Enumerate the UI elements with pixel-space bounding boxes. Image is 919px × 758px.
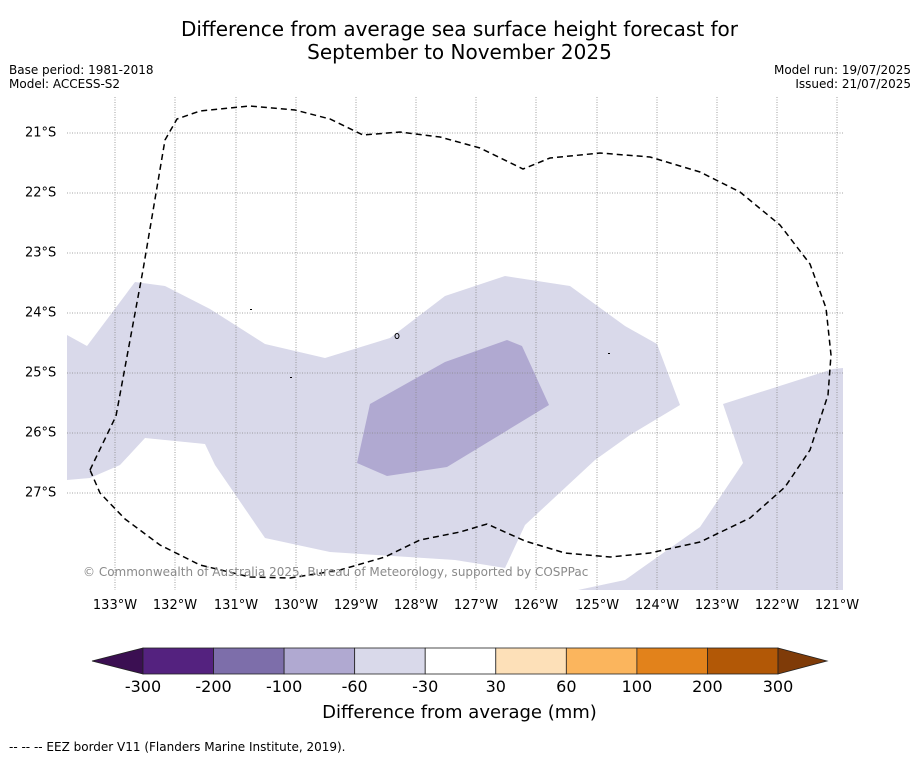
meta-right: Model run: 19/07/2025 Issued: 21/07/2025 bbox=[774, 63, 911, 91]
model-name: Model: ACCESS-S2 bbox=[9, 77, 121, 91]
lon-label-126w: 126°W bbox=[513, 598, 559, 613]
footnote-eez: -- -- -- EEZ border V11 (Flanders Marine… bbox=[9, 740, 346, 754]
colorbar-tick-label: -100 bbox=[265, 677, 303, 696]
title-line-2: September to November 2025 bbox=[307, 40, 612, 64]
copyright-notice: © Commonwealth of Australia 2025, Bureau… bbox=[83, 565, 589, 579]
map-title: Difference from average sea surface heig… bbox=[0, 18, 919, 64]
lon-label-129w: 129°W bbox=[333, 598, 379, 613]
lat-label-25s: 25°S bbox=[25, 365, 57, 381]
lon-label-123w: 123°W bbox=[694, 598, 740, 613]
lat-label-23s: 23°S bbox=[25, 245, 57, 261]
lon-label-131w: 131°W bbox=[213, 598, 259, 613]
lon-label-130w: 130°W bbox=[273, 598, 319, 613]
colorbar-tick-label: 100 bbox=[621, 677, 653, 696]
lat-label-22s: 22°S bbox=[25, 185, 57, 201]
island-marker bbox=[290, 377, 292, 378]
lat-label-26s: 26°S bbox=[25, 425, 57, 441]
colorbar-tick-label: -200 bbox=[195, 677, 232, 696]
island-marker bbox=[608, 353, 610, 354]
colorbar-tick-label: -30 bbox=[412, 677, 439, 696]
colorbar-tick-label: 60 bbox=[556, 677, 577, 696]
lat-label-27s: 27°S bbox=[25, 485, 57, 501]
island-marker bbox=[250, 309, 252, 310]
colorbar-title: Difference from average (mm) bbox=[322, 702, 597, 723]
lon-label-124w: 124°W bbox=[634, 598, 680, 613]
latitude-gridlines bbox=[67, 132, 843, 494]
lat-label-24s: 24°S bbox=[25, 305, 57, 321]
issued-date: Issued: 21/07/2025 bbox=[795, 77, 911, 91]
lon-label-128w: 128°W bbox=[393, 598, 439, 613]
colorbar-tick-label: 200 bbox=[692, 677, 723, 696]
island-marker bbox=[394, 333, 400, 339]
eez-border bbox=[89, 105, 832, 579]
lat-label-21s: 21°S bbox=[25, 125, 57, 141]
colorbar-tick-label: 30 bbox=[485, 677, 506, 696]
lon-label-127w: 127°W bbox=[453, 598, 499, 613]
lon-label-122w: 122°W bbox=[754, 598, 800, 613]
colorbar-tick-label: -300 bbox=[124, 677, 162, 696]
lon-label-133w: 133°W bbox=[92, 598, 138, 613]
base-period: Base period: 1981-2018 bbox=[9, 63, 154, 77]
meta-left: Base period: 1981-2018 Model: ACCESS-S2 bbox=[9, 63, 154, 91]
colorbar-tick-label: 300 bbox=[762, 677, 794, 696]
lon-label-125w: 125°W bbox=[574, 598, 620, 613]
anomaly-region-medium bbox=[357, 340, 549, 476]
model-run: Model run: 19/07/2025 bbox=[773, 63, 911, 77]
title-line-1: Difference from average sea surface heig… bbox=[180, 17, 739, 41]
lon-label-132w: 132°W bbox=[152, 598, 198, 613]
colorbar-tick-label: -60 bbox=[341, 677, 368, 696]
lon-label-121w: 121°W bbox=[814, 598, 860, 613]
